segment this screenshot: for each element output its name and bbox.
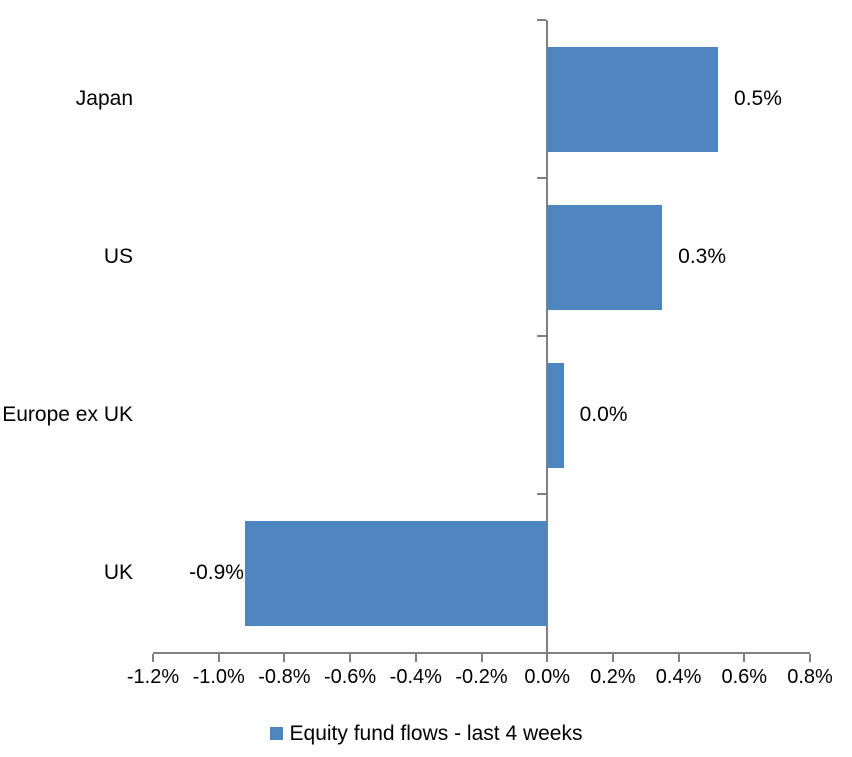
y-axis-tick	[537, 335, 547, 337]
x-axis-tick-label: -0.6%	[323, 666, 377, 688]
bar-japan	[547, 46, 718, 152]
x-axis-tick-label: 0.2%	[590, 666, 636, 688]
category-label: Europe ex UK	[2, 403, 133, 426]
x-axis-tick	[546, 654, 549, 662]
bar-uk	[244, 520, 548, 626]
x-axis-tick	[217, 654, 220, 662]
bar-us	[547, 204, 663, 310]
x-axis-tick-label: -0.4%	[389, 666, 442, 688]
bar-value-label: 0.0%	[579, 403, 628, 426]
x-axis-tick	[283, 654, 286, 662]
x-axis-tick	[743, 654, 746, 662]
bar-europe-ex-uk	[547, 362, 564, 468]
x-axis-tick	[414, 654, 417, 662]
x-axis-tick-label: -1.2%	[126, 666, 180, 688]
x-axis-tick-label: 0.4%	[655, 666, 702, 688]
category-label: US	[103, 245, 133, 268]
bar-value-label: -0.9%	[189, 561, 244, 584]
bar-value-label: 0.5%	[734, 87, 782, 110]
x-axis-tick-label: 0.6%	[721, 666, 768, 688]
category-label: UK	[103, 561, 133, 584]
legend-label: Equity fund flows - last 4 weeks	[289, 722, 583, 745]
x-axis-tick	[809, 654, 811, 662]
x-axis-tick-label: 0.8%	[787, 666, 833, 688]
x-axis-tick	[152, 654, 154, 662]
legend: Equity fund flows - last 4 weeks	[0, 721, 852, 746]
x-axis-tick	[349, 654, 352, 662]
x-axis-tick	[611, 654, 614, 662]
x-axis-tick-label: 0.0%	[524, 666, 570, 688]
category-label: Japan	[75, 87, 133, 110]
legend-swatch-icon	[269, 727, 283, 740]
y-axis-tick	[537, 493, 547, 495]
y-axis-line	[546, 20, 549, 662]
y-axis-tick	[537, 177, 547, 179]
bar-value-label: 0.3%	[678, 245, 727, 268]
x-axis-tick-label: -1.0%	[192, 666, 245, 688]
x-axis-tick	[677, 654, 680, 662]
x-axis-tick	[480, 654, 483, 662]
y-axis-tick	[537, 19, 547, 21]
x-axis-line	[153, 652, 810, 654]
x-axis-tick-label: -0.8%	[258, 666, 311, 688]
x-axis-tick-label: -0.2%	[455, 666, 508, 688]
